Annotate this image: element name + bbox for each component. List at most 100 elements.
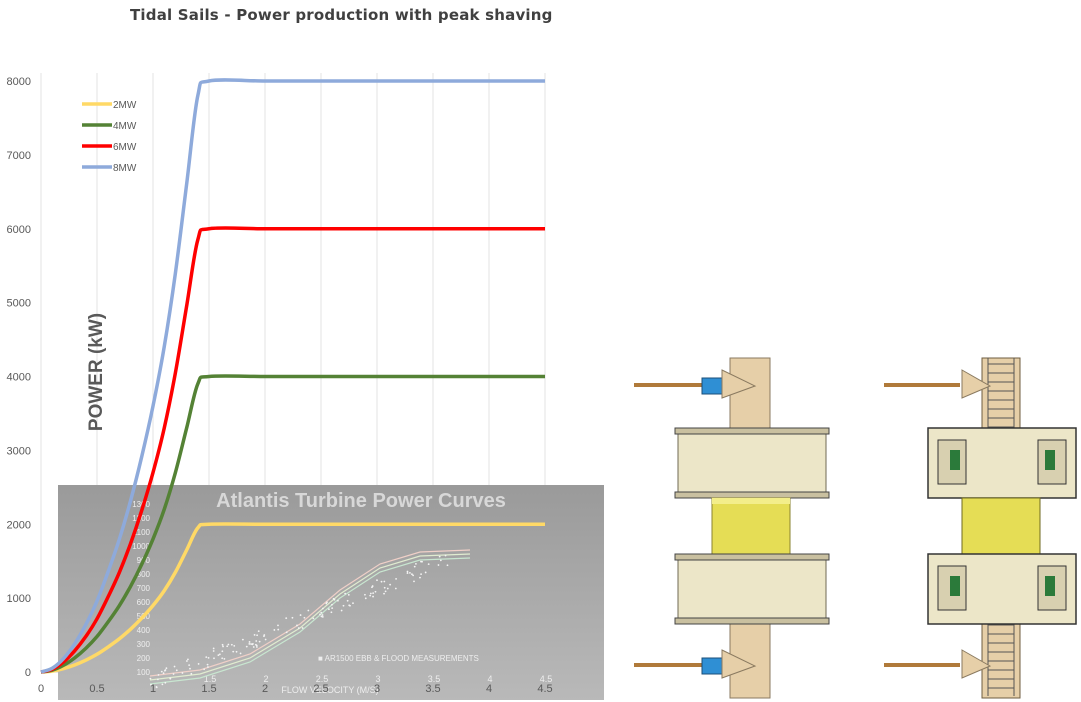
inset-measurement-point — [222, 644, 224, 646]
inset-measurement-point — [207, 666, 209, 668]
y-tick-label: 5000 — [7, 298, 31, 310]
inset-measurement-point — [325, 603, 327, 605]
inset-measurement-point — [232, 651, 234, 653]
inset-measurement-point — [253, 646, 255, 648]
inset-measurement-point — [182, 672, 184, 674]
inset-measurement-point — [344, 593, 346, 595]
inset-measurement-point — [174, 666, 176, 668]
inset-measurement-point — [213, 648, 215, 650]
y-tick-label: 8000 — [7, 76, 31, 88]
inset-measurement-point — [166, 667, 168, 669]
turbine-exterior-drawing — [634, 358, 829, 698]
inset-measurement-point — [445, 555, 447, 557]
inset-y-tick-label: 300 — [137, 640, 151, 649]
inset-measurement-point — [322, 608, 324, 610]
inset-measurement-point — [176, 669, 178, 671]
x-tick-label: 0.5 — [89, 683, 104, 695]
inset-measurement-point — [328, 608, 330, 610]
inset-measurement-point — [256, 634, 258, 636]
inset-measurement-point — [438, 564, 440, 566]
inset-measurement-point — [205, 656, 207, 658]
y-tick-label: 7000 — [7, 150, 31, 162]
inset-measurement-point — [312, 617, 314, 619]
turbine-illustrations — [620, 340, 1081, 700]
inset-y-tick-label: 200 — [137, 654, 151, 663]
inset-measurement-point — [381, 581, 383, 583]
inset-measurement-point — [302, 627, 304, 629]
inset-measurement-point — [164, 670, 166, 672]
inset-measurement-point — [236, 651, 238, 653]
inset-measurement-point — [370, 593, 372, 595]
y-tick-label: 1000 — [7, 593, 31, 605]
inset-measurement-point — [420, 561, 422, 563]
y-axis-label: POWER (kW) — [86, 313, 107, 431]
inset-measurement-point — [407, 571, 409, 573]
y-tick-label: 4000 — [7, 372, 31, 384]
inset-measurement-point — [248, 643, 250, 645]
inset-measurement-point — [265, 639, 267, 641]
x-tick-label: 2.5 — [313, 683, 328, 695]
inset-measurement-point — [337, 600, 339, 602]
inset-measurement-point — [330, 611, 332, 613]
inset-y-tick-label: 100 — [137, 668, 151, 677]
inset-measurement-point — [372, 592, 374, 594]
inset-measurement-point — [331, 607, 333, 609]
inset-measurement-point — [255, 640, 257, 642]
inset-measurement-point — [322, 614, 324, 616]
inset-measurement-point — [304, 617, 306, 619]
inset-measurement-point — [419, 577, 421, 579]
inset-measurement-point — [246, 646, 248, 648]
inset-measurement-point — [298, 627, 300, 629]
inset-measurement-point — [277, 629, 279, 631]
inset-measurement-point — [415, 563, 417, 565]
x-tick-label: 2 — [262, 683, 268, 695]
inset-measurement-point — [307, 610, 309, 612]
inset-measurement-point — [273, 629, 275, 631]
inset-measurement-point — [222, 646, 224, 648]
inset-measurement-point — [187, 658, 189, 660]
inset-measurement-point — [319, 613, 321, 615]
inset-measurement-point — [223, 658, 225, 660]
inset-measurement-point — [190, 673, 192, 675]
inset-measurement-point — [343, 605, 345, 607]
inset-measurement-point — [428, 563, 430, 565]
inset-measurement-point — [372, 596, 374, 598]
y-axis-ticks: 0 1000 2000 3000 4000 5000 6000 7000 8000 — [7, 76, 31, 679]
inset-measurement-point — [369, 595, 371, 597]
inset-measurement-point — [163, 672, 165, 674]
inset-measurement-point — [371, 586, 373, 588]
inset-measurement-point — [409, 572, 411, 574]
y-tick-label: 2000 — [7, 519, 31, 531]
legend-label-6MW: 6MW — [113, 142, 137, 153]
x-tick-label: 1 — [150, 683, 156, 695]
inset-measurement-point — [226, 645, 228, 647]
x-tick-label: 0 — [38, 683, 44, 695]
x-tick-label: 3.5 — [425, 683, 440, 695]
inset-measurement-point — [334, 599, 336, 601]
inset-measurement-point — [395, 588, 397, 590]
inset-measurement-point — [254, 634, 256, 636]
x-tick-label: 4.5 — [537, 683, 552, 695]
inset-measurement-point — [207, 664, 209, 666]
inset-legend: ■ AR1500 EBB & FLOOD MEASUREMENTS — [318, 654, 479, 663]
inset-y-tick-label: 600 — [137, 598, 151, 607]
legend: 2MW4MW6MW8MW — [82, 100, 137, 174]
inset-measurement-point — [242, 639, 244, 641]
inset-measurement-point — [300, 614, 302, 616]
legend-label-8MW: 8MW — [113, 163, 137, 174]
inset-measurement-point — [208, 657, 210, 659]
inset-measurement-point — [395, 578, 397, 580]
inset-measurement-point — [439, 556, 441, 558]
inset-measurement-point — [164, 682, 166, 684]
inset-measurement-point — [161, 671, 163, 673]
inset-measurement-point — [263, 635, 265, 637]
inset-y-tick-label: 400 — [137, 626, 151, 635]
inset-measurement-point — [189, 668, 191, 670]
inset-measurement-point — [259, 641, 261, 643]
inset-measurement-point — [149, 678, 151, 680]
y-tick-label: 0 — [25, 667, 31, 679]
inset-measurement-point — [221, 650, 223, 652]
inset-measurement-point — [425, 572, 427, 574]
inset-measurement-point — [173, 673, 175, 675]
inset-measurement-point — [286, 631, 288, 633]
